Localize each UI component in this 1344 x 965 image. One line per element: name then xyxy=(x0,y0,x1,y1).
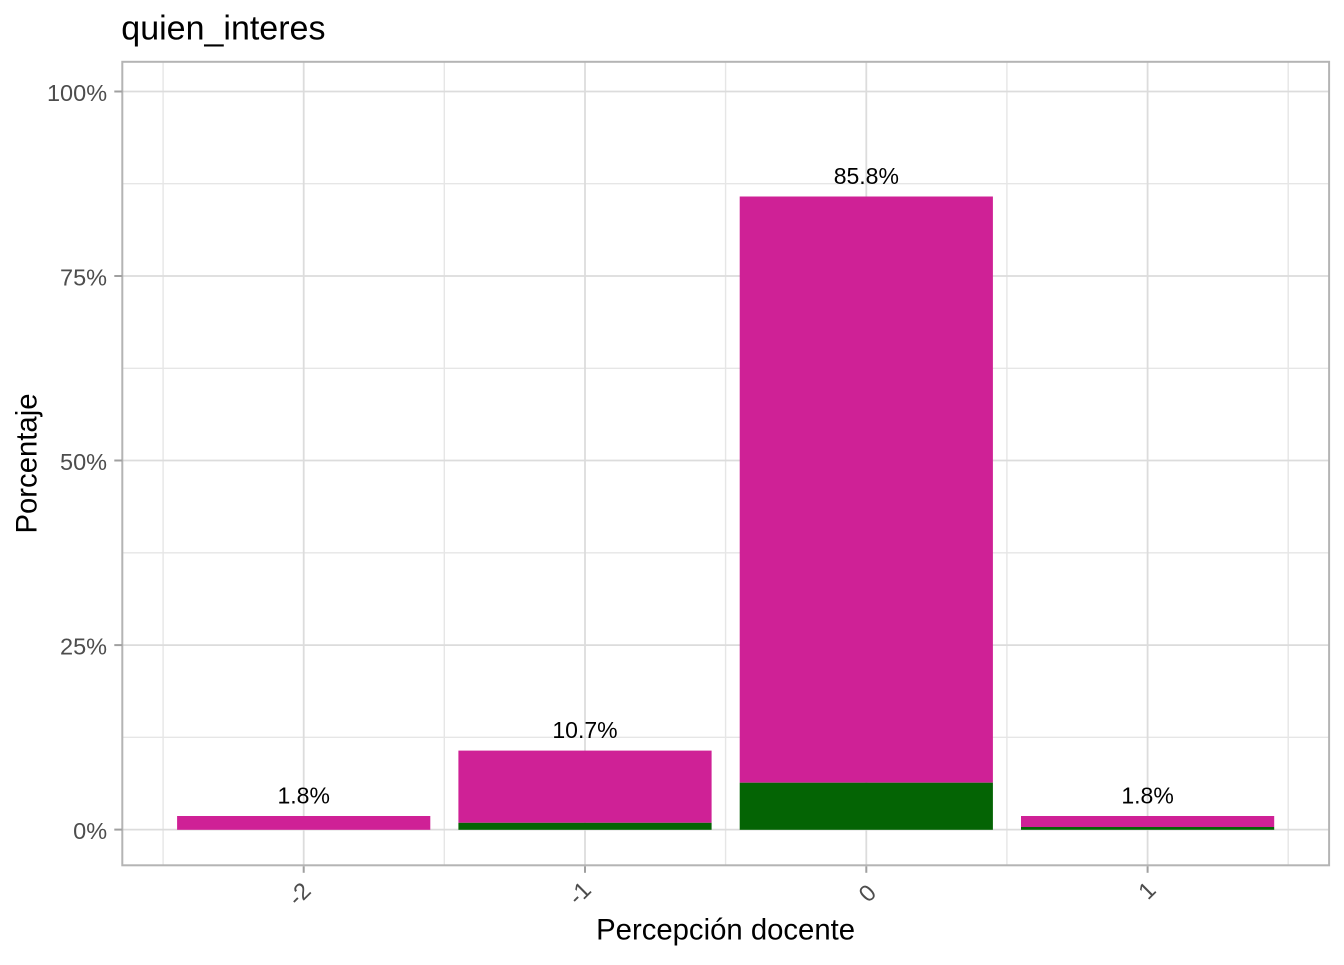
svg-text:1.8%: 1.8% xyxy=(1121,783,1173,809)
svg-text:75%: 75% xyxy=(60,264,107,290)
svg-text:100%: 100% xyxy=(47,80,107,106)
svg-text:50%: 50% xyxy=(60,449,107,475)
svg-text:1.8%: 1.8% xyxy=(277,783,329,809)
svg-text:85.8%: 85.8% xyxy=(834,163,899,189)
svg-text:Porcentaje: Porcentaje xyxy=(11,393,44,533)
svg-text:10.7%: 10.7% xyxy=(552,717,617,743)
svg-text:0%: 0% xyxy=(73,818,107,844)
svg-text:Percepción docente: Percepción docente xyxy=(596,913,855,946)
svg-text:25%: 25% xyxy=(60,634,107,660)
svg-text:quien_interes: quien_interes xyxy=(121,9,325,47)
